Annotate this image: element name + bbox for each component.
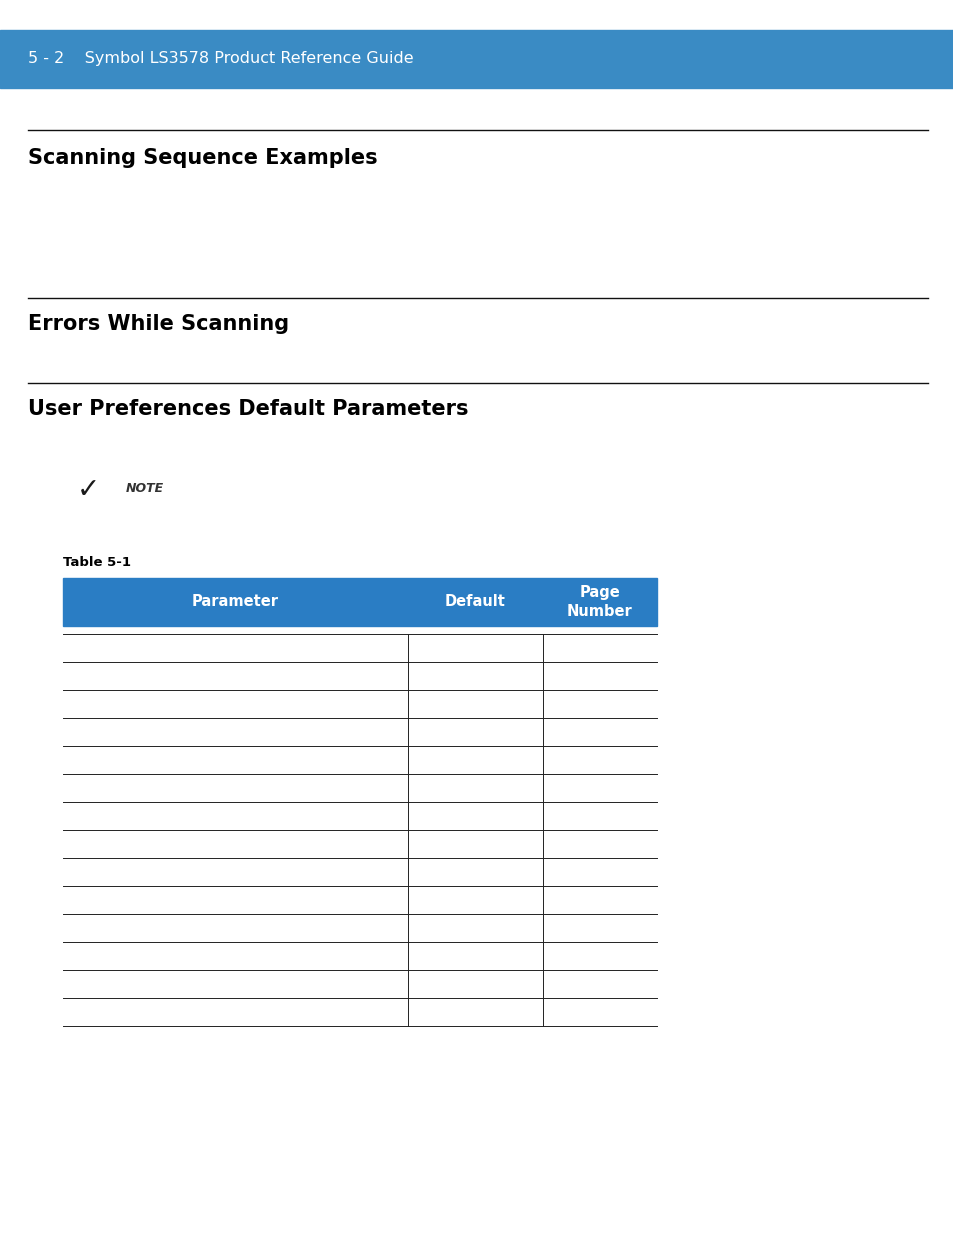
Text: ✓: ✓ bbox=[76, 475, 99, 504]
Text: Parameter: Parameter bbox=[192, 594, 278, 610]
Text: Table 5-1: Table 5-1 bbox=[63, 556, 131, 569]
Text: Default: Default bbox=[445, 594, 505, 610]
Bar bbox=[63, 578, 657, 626]
Text: User Preferences Default Parameters: User Preferences Default Parameters bbox=[28, 399, 468, 419]
Bar bbox=[0, 30, 953, 88]
Text: Page
Number: Page Number bbox=[566, 584, 632, 620]
Text: Errors While Scanning: Errors While Scanning bbox=[28, 314, 289, 333]
Text: NOTE: NOTE bbox=[126, 482, 164, 494]
Text: Scanning Sequence Examples: Scanning Sequence Examples bbox=[28, 148, 377, 168]
Text: 5 - 2    Symbol LS3578 Product Reference Guide: 5 - 2 Symbol LS3578 Product Reference Gu… bbox=[28, 52, 414, 67]
